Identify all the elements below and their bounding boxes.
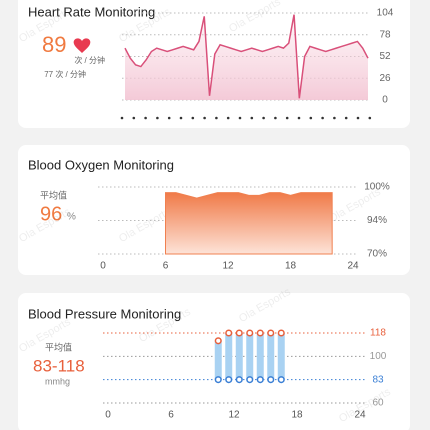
x-tick-label: 0: [100, 261, 106, 272]
page-dot: [285, 116, 289, 120]
low-point: [267, 376, 275, 384]
y-tick-label: 100: [370, 351, 387, 362]
line: [124, 14, 369, 99]
y-tick-label: 94%: [367, 215, 387, 226]
page-dot: [321, 116, 324, 120]
card-title: Blood Oxygen Monitoring: [28, 157, 174, 172]
range-bar: [267, 333, 275, 380]
y-tick-label: 60: [372, 398, 384, 409]
x-tick-label: 0: [105, 410, 111, 421]
x-tick-label: 24: [354, 410, 366, 421]
x-tick-label: 6: [163, 261, 169, 272]
low-point: [235, 376, 243, 384]
page-dot: [215, 116, 218, 120]
avg-unit: mmhg: [45, 376, 70, 386]
page-dot: [226, 116, 230, 120]
heart-icon: [73, 38, 91, 53]
area-fill: [125, 14, 368, 100]
area: [165, 192, 333, 255]
y-tick-label: 118: [370, 328, 386, 339]
y-tick-label: 83: [372, 374, 384, 385]
range-bar: [256, 333, 264, 380]
high-point: [214, 337, 222, 345]
range-bar: [246, 333, 254, 380]
low-point: [277, 376, 285, 384]
page-dot: [250, 116, 254, 120]
avg-label: 平均值: [40, 189, 67, 200]
y-tick-label: 100%: [364, 182, 390, 193]
page-dot: [191, 116, 195, 120]
low-point: [246, 376, 254, 384]
page-dot: [179, 116, 183, 120]
high-point: [246, 329, 254, 337]
high-point: [277, 329, 285, 337]
avg-value: 96: [40, 203, 62, 225]
low-point: [256, 376, 264, 384]
current-value: 89: [42, 32, 66, 57]
x-tick-label: 12: [228, 410, 240, 421]
page-dot: [344, 116, 348, 120]
page-dot: [238, 116, 242, 120]
x-tick-label: 24: [347, 261, 359, 272]
range-bar: [277, 333, 285, 380]
avg-unit: %: [67, 212, 76, 223]
y-tick-label: 0: [382, 95, 388, 106]
avg-value: 83-118: [33, 356, 85, 375]
page-dot: [356, 116, 360, 120]
y-tick-label: 78: [379, 29, 391, 40]
page-dot: [297, 116, 301, 120]
range-bar: [235, 333, 243, 380]
page-dot: [262, 116, 265, 120]
page-dot: [120, 116, 124, 120]
high-point: [225, 329, 233, 337]
card-title: Heart Rate Monitoring: [28, 4, 155, 19]
high-point: [267, 329, 275, 337]
y-tick-label: 26: [379, 73, 391, 84]
page-dot: [144, 116, 147, 120]
page-dot: [167, 116, 171, 120]
card-title: Blood Pressure Monitoring: [28, 306, 181, 321]
high-point: [235, 329, 243, 337]
card: [18, 293, 410, 430]
resting-rate: 77 次 / 分钟: [44, 69, 86, 79]
page-dot: [132, 116, 136, 120]
x-tick-label: 6: [168, 410, 174, 421]
x-tick-label: 12: [222, 261, 234, 272]
x-tick-label: 18: [291, 410, 303, 421]
page-dot: [333, 116, 336, 120]
page-dot: [274, 116, 277, 120]
page-dot: [309, 116, 313, 120]
low-point: [214, 376, 222, 384]
unit: 次 / 分钟: [74, 55, 105, 65]
page-dot: [368, 116, 372, 120]
y-tick-label: 104: [377, 8, 394, 19]
low-point: [225, 376, 233, 384]
page-dot: [156, 116, 159, 120]
y-tick-label: 70%: [367, 249, 387, 260]
x-tick-label: 18: [285, 261, 297, 272]
y-tick-label: 52: [379, 51, 391, 62]
page-dot: [203, 116, 206, 120]
range-bar: [225, 333, 233, 380]
avg-label: 平均值: [45, 341, 72, 352]
high-point: [256, 329, 264, 337]
range-bar: [214, 340, 222, 380]
